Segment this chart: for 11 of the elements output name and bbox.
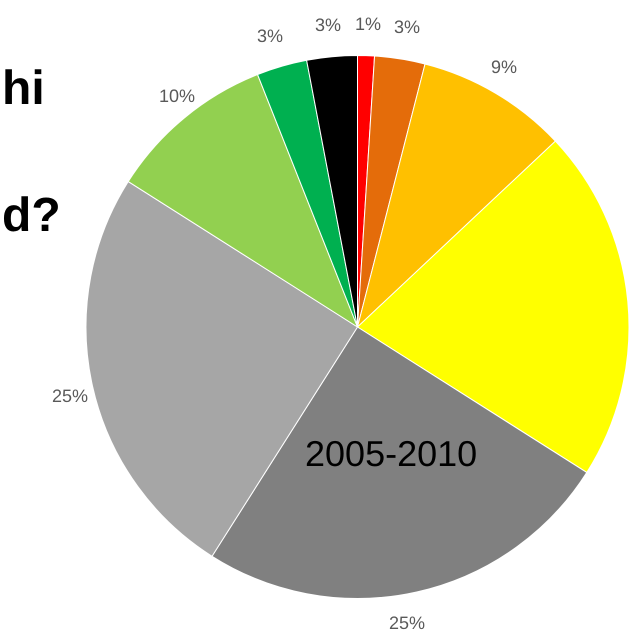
data-label: 3% bbox=[394, 17, 420, 37]
data-label: 3% bbox=[257, 26, 284, 46]
data-label: 9% bbox=[491, 57, 518, 77]
text: hi bbox=[2, 62, 45, 115]
slice-label: 2005-2010 bbox=[305, 433, 478, 474]
data-label: 3% bbox=[315, 15, 342, 35]
data-label: 25% bbox=[389, 613, 426, 633]
data-label: 1% bbox=[355, 14, 382, 34]
data-label: 10% bbox=[159, 86, 196, 106]
data-label: 25% bbox=[52, 386, 88, 406]
text: d? bbox=[2, 189, 61, 242]
